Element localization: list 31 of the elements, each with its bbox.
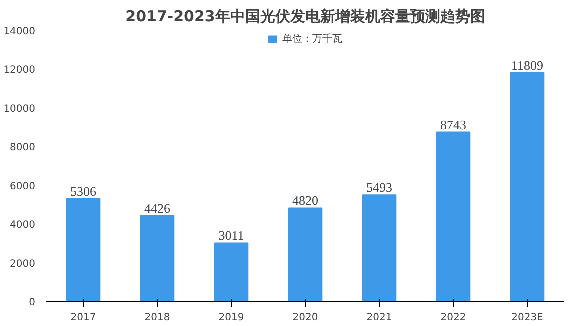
y-tick-label: 0	[29, 298, 36, 308]
data-label: 5306	[70, 184, 97, 199]
data-label: 8743	[440, 117, 466, 132]
x-tick-label: 2023E	[512, 312, 544, 324]
x-tick-label: 2020	[292, 312, 318, 324]
y-tick-label: 8000	[10, 142, 36, 154]
bar	[436, 132, 471, 302]
bar	[362, 194, 397, 302]
y-tick-label: 6000	[10, 181, 36, 192]
y-tick-label: 14000	[4, 26, 36, 38]
bar	[510, 72, 545, 302]
y-tick-label: 12000	[4, 65, 36, 76]
x-tick-label: 2017	[70, 312, 96, 324]
x-tick-label: 2021	[366, 312, 392, 324]
x-tick-label: 2022	[440, 312, 466, 324]
data-label: 5493	[366, 180, 392, 196]
bar	[288, 208, 323, 302]
x-tick-label: 2018	[144, 312, 170, 324]
data-label: 4426	[144, 200, 171, 216]
bar	[214, 242, 249, 302]
chart-title: 2017-2023年中国光伏发电新增装机容量预测趋势图	[126, 8, 486, 26]
y-tick-label: 10000	[4, 104, 36, 115]
legend-label: 单位：万千瓦	[282, 32, 342, 46]
x-tick-label: 2019	[218, 312, 244, 324]
y-tick-label: 2000	[10, 258, 36, 270]
bar	[140, 215, 175, 302]
data-label: 11809	[511, 58, 544, 73]
y-tick-label: 4000	[10, 220, 36, 232]
data-label: 4820	[292, 193, 318, 208]
data-label: 3011	[218, 228, 244, 244]
bar	[66, 198, 101, 302]
